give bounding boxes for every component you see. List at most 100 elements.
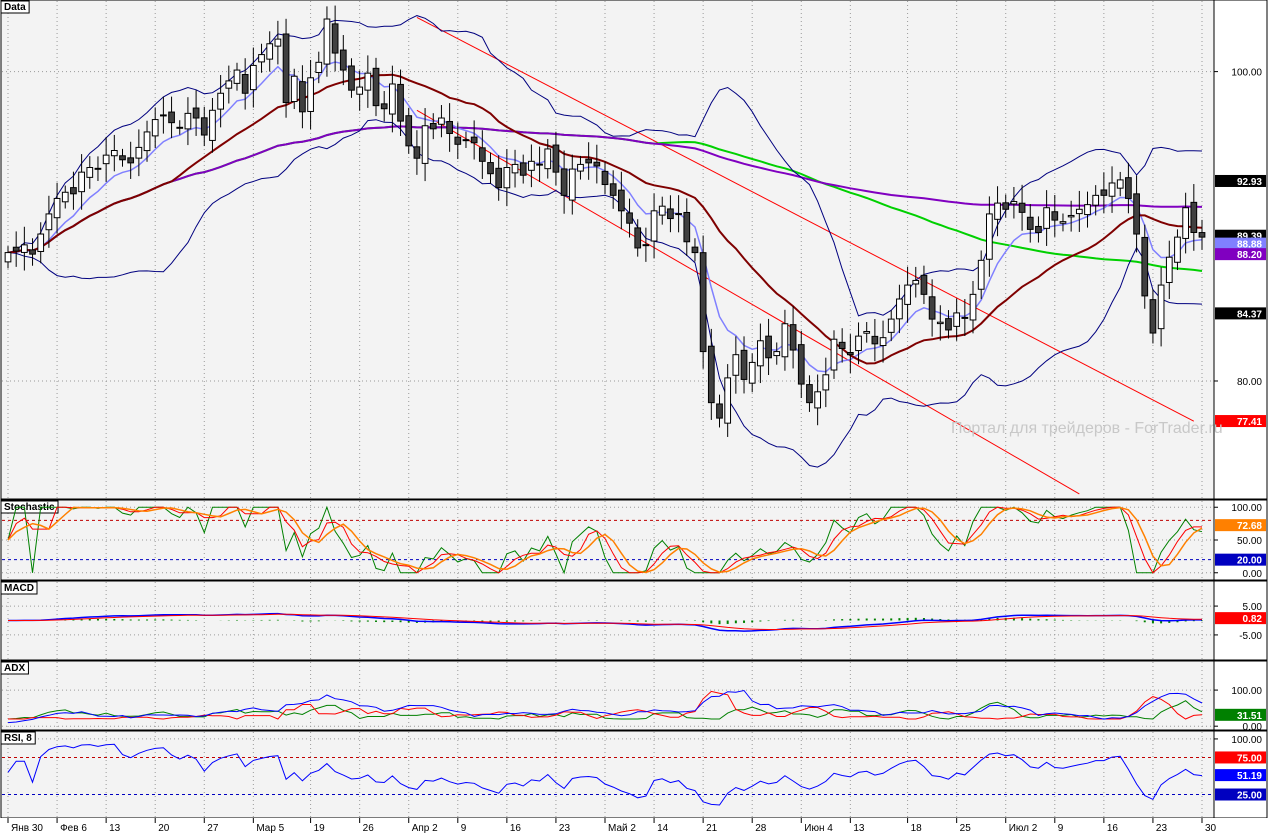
candle[interactable] [1075,190,1083,232]
candle[interactable] [707,328,715,420]
candle[interactable] [953,298,961,341]
candle[interactable] [110,134,118,172]
candle[interactable] [855,322,862,365]
candle[interactable] [1108,166,1116,213]
candle[interactable] [552,131,560,186]
candle[interactable] [1026,204,1034,243]
candle[interactable] [454,122,462,160]
candle[interactable] [356,70,364,111]
candle[interactable] [585,142,593,180]
candle[interactable] [389,65,396,133]
candle[interactable] [241,58,249,110]
candle[interactable] [315,51,323,84]
candle[interactable] [789,306,797,369]
candle[interactable] [683,198,691,256]
candle[interactable] [1125,162,1132,214]
candle[interactable] [699,235,707,369]
candle[interactable] [70,171,77,210]
candle[interactable] [1010,186,1018,219]
candle[interactable] [307,59,314,130]
candle[interactable] [675,195,682,233]
candle[interactable] [192,90,200,136]
candle[interactable] [209,97,216,153]
candle[interactable] [863,322,871,343]
candle[interactable] [846,334,854,374]
candle[interactable] [691,238,699,262]
candle[interactable] [364,55,372,108]
candle[interactable] [838,328,846,363]
candle[interactable] [806,375,813,412]
candle[interactable] [936,305,944,341]
candle[interactable] [249,47,257,108]
candle[interactable] [626,198,633,238]
candle[interactable] [986,196,993,277]
candle[interactable] [86,156,94,189]
candle[interactable] [609,170,617,209]
candle[interactable] [797,330,805,398]
candle[interactable] [871,318,879,362]
candle[interactable] [78,154,85,210]
candle[interactable] [1100,172,1108,214]
candle[interactable] [945,310,952,339]
candle[interactable] [274,20,282,65]
candle[interactable] [904,266,911,323]
candle[interactable] [143,120,151,162]
candle[interactable] [1002,194,1010,218]
candle[interactable] [765,318,772,376]
candle[interactable] [544,139,552,179]
candle[interactable] [1141,224,1149,309]
candle[interactable] [822,357,830,408]
candle[interactable] [994,186,1001,237]
candle[interactable] [61,185,69,209]
candle[interactable] [601,161,609,195]
candle[interactable] [12,231,20,267]
candle[interactable] [814,374,821,426]
candle[interactable] [879,320,887,363]
candle[interactable] [1198,219,1206,250]
candle[interactable] [912,266,920,298]
candle[interactable] [1051,194,1059,237]
candle[interactable] [233,62,241,91]
candle[interactable] [397,69,404,137]
candle[interactable] [258,43,265,73]
candle[interactable] [94,156,102,182]
candle[interactable] [1133,175,1140,253]
candle[interactable] [20,226,28,271]
candle[interactable] [503,149,511,207]
candle[interactable] [830,330,838,379]
candle[interactable] [1190,184,1198,251]
candle[interactable] [405,107,413,154]
candle[interactable] [429,113,437,140]
candle[interactable] [658,196,666,225]
candle[interactable] [446,103,453,152]
candle[interactable] [470,120,478,160]
candle[interactable] [495,155,503,201]
candle[interactable] [37,222,45,264]
candle[interactable] [339,35,347,86]
candle[interactable] [266,31,274,72]
candle[interactable] [773,342,781,365]
candle[interactable] [593,144,601,184]
candle[interactable] [896,284,903,334]
candle[interactable] [634,219,642,257]
candle[interactable] [151,107,159,149]
candle[interactable] [716,394,723,428]
candle[interactable] [757,323,764,384]
candle[interactable] [568,154,576,215]
candle[interactable] [217,75,224,128]
candle[interactable] [969,280,977,334]
candle[interactable] [45,195,53,248]
candle[interactable] [176,120,184,135]
candle[interactable] [961,299,969,336]
candle[interactable] [53,182,61,234]
candle[interactable] [421,108,429,182]
candle[interactable] [1035,216,1042,243]
candle[interactable] [617,171,625,230]
candle[interactable] [478,130,486,179]
candle[interactable] [331,5,339,72]
candle[interactable] [560,150,568,214]
candle[interactable] [1174,229,1181,271]
candle[interactable] [1182,192,1190,254]
candle[interactable] [282,18,290,118]
